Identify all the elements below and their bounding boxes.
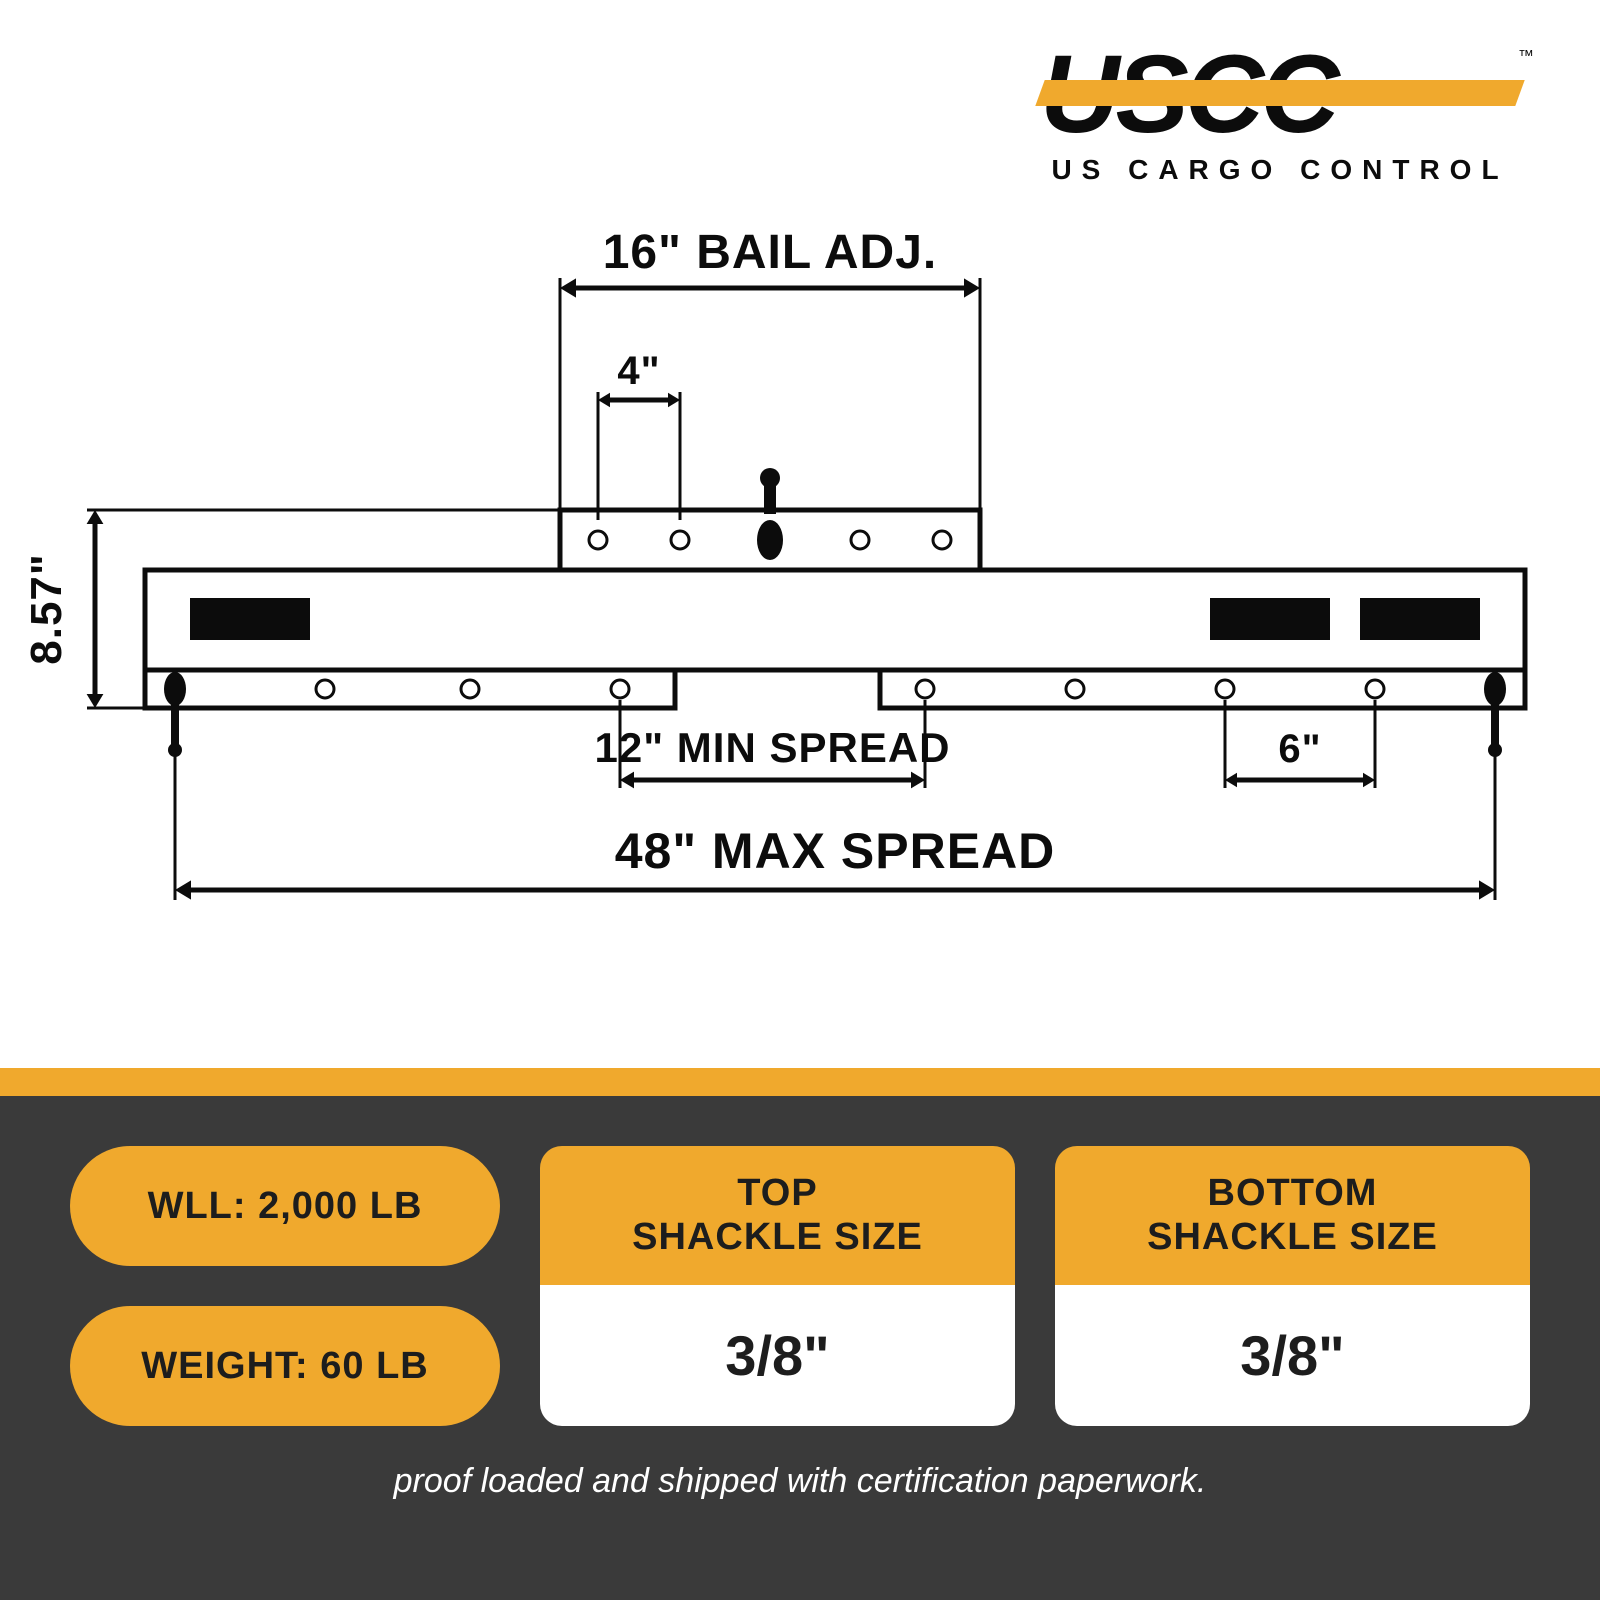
top-shackle-card: TOP SHACKLE SIZE 3/8"	[540, 1146, 1015, 1426]
weight-pill: WEIGHT: 60 LB	[70, 1306, 500, 1426]
logo-subtext: US CARGO CONTROL	[1040, 154, 1520, 186]
spreader-diagram: 16" BAIL ADJ. 4" 8.57" 12" MIN SPREAD 6" 48" …	[0, 200, 1600, 960]
diagram-svg: 16" BAIL ADJ. 4" 8.57" 12" MIN SPREAD 6" 48" …	[0, 200, 1600, 960]
svg-text:12" MIN SPREAD: 12" MIN SPREAD	[595, 724, 951, 771]
logo-slash	[1035, 80, 1524, 106]
bottom-shackle-card: BOTTOM SHACKLE SIZE 3/8"	[1055, 1146, 1530, 1426]
canvas: USCC ™ US CARGO CONTROL 16" BAIL ADJ. 4" 8…	[0, 0, 1600, 1600]
accent-bar	[0, 1068, 1600, 1096]
footnote: proof loaded and shipped with certificat…	[70, 1462, 1530, 1501]
bottom-shackle-head-line1: BOTTOM	[1065, 1172, 1520, 1216]
svg-text:48" MAX SPREAD: 48" MAX SPREAD	[615, 823, 1056, 879]
svg-text:4": 4"	[617, 349, 660, 393]
wll-pill: WLL: 2,000 LB	[70, 1146, 500, 1266]
top-shackle-head-line2: SHACKLE SIZE	[550, 1216, 1005, 1260]
top-shackle-head-line1: TOP	[550, 1172, 1005, 1216]
top-shackle-value: 3/8"	[540, 1285, 1015, 1426]
bottom-shackle-value: 3/8"	[1055, 1285, 1530, 1426]
brand-logo: USCC ™ US CARGO CONTROL	[1040, 40, 1520, 186]
top-shackle-head: TOP SHACKLE SIZE	[540, 1146, 1015, 1285]
spec-panel: WLL: 2,000 LB WEIGHT: 60 LB TOP SHACKLE …	[0, 1096, 1600, 1600]
svg-text:16" BAIL ADJ.: 16" BAIL ADJ.	[603, 226, 938, 279]
svg-text:6": 6"	[1278, 727, 1321, 771]
bottom-shackle-head-line2: SHACKLE SIZE	[1065, 1216, 1520, 1260]
svg-text:8.57": 8.57"	[22, 553, 71, 665]
spec-row: WLL: 2,000 LB WEIGHT: 60 LB TOP SHACKLE …	[70, 1146, 1530, 1426]
logo-tm: ™	[1518, 48, 1534, 66]
logo-mark-wrap: USCC ™	[1040, 40, 1520, 150]
pill-column: WLL: 2,000 LB WEIGHT: 60 LB	[70, 1146, 500, 1426]
bottom-shackle-head: BOTTOM SHACKLE SIZE	[1055, 1146, 1530, 1285]
